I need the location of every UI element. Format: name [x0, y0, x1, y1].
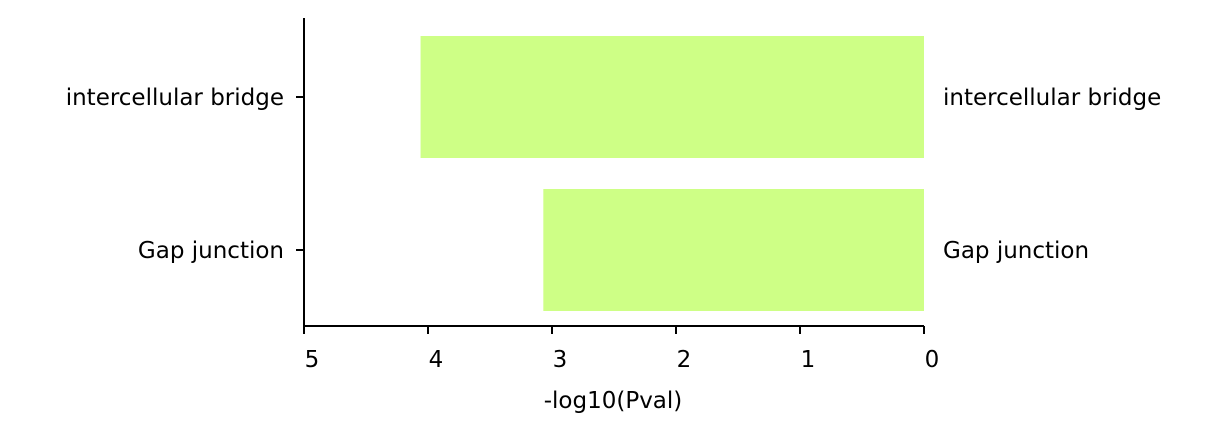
x-tick-label-1: 4 — [429, 347, 444, 373]
bar-label-1: Gap junction — [943, 238, 1089, 264]
x-tick-label-3: 2 — [677, 347, 692, 373]
bar-0 — [420, 36, 924, 158]
bar-label-0: intercellular bridge — [943, 85, 1161, 111]
y-tick-label-0: intercellular bridge — [66, 85, 284, 111]
x-tick-label-5: 0 — [925, 347, 940, 373]
x-tick-label-0: 5 — [305, 347, 320, 373]
y-tick-label-1: Gap junction — [138, 238, 284, 264]
x-tick-label-4: 1 — [801, 347, 816, 373]
x-tick-label-2: 3 — [553, 347, 568, 373]
right-labels-group: intercellular bridge Gap junction — [943, 85, 1161, 264]
bar-1 — [543, 189, 924, 311]
bars-group — [420, 36, 924, 311]
x-ticks-group: 5 4 3 2 1 0 — [303, 326, 940, 373]
x-axis-title: -log10(Pval) — [544, 388, 683, 414]
y-ticks-group: intercellular bridge Gap junction — [66, 85, 304, 264]
